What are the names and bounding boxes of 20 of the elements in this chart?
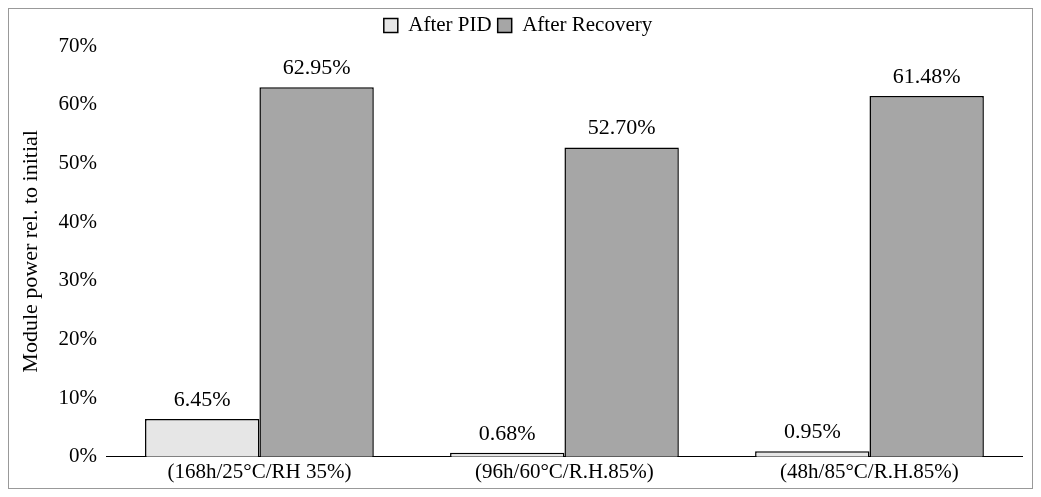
x-tick-label: (96h/60°C/R.H.85%)	[475, 458, 654, 483]
data-label: 52.70%	[587, 114, 656, 140]
y-axis-title: Module power rel. to initial	[16, 130, 42, 373]
data-label: 0.95%	[783, 418, 841, 444]
x-tick-label: (48h/85°C/R.H.85%)	[780, 458, 959, 483]
data-label: 62.95%	[282, 54, 351, 80]
y-tick-label: 60%	[58, 91, 97, 116]
x-tick-label: (168h/25°C/RH 35%)	[167, 458, 352, 483]
legend-label: After Recovery	[522, 12, 653, 37]
data-label: 0.68%	[478, 419, 536, 445]
y-tick-label: 30%	[58, 267, 97, 292]
y-tick-label: 0%	[68, 443, 97, 468]
data-label: 6.45%	[173, 385, 231, 411]
y-tick-label: 50%	[58, 149, 97, 174]
legend-label: After PID	[408, 12, 492, 37]
data-label: 61.48%	[892, 62, 961, 88]
y-tick-label: 10%	[58, 384, 97, 409]
y-tick-label: 40%	[58, 208, 97, 233]
y-tick-label: 20%	[58, 325, 97, 350]
y-tick-label: 70%	[58, 32, 97, 57]
